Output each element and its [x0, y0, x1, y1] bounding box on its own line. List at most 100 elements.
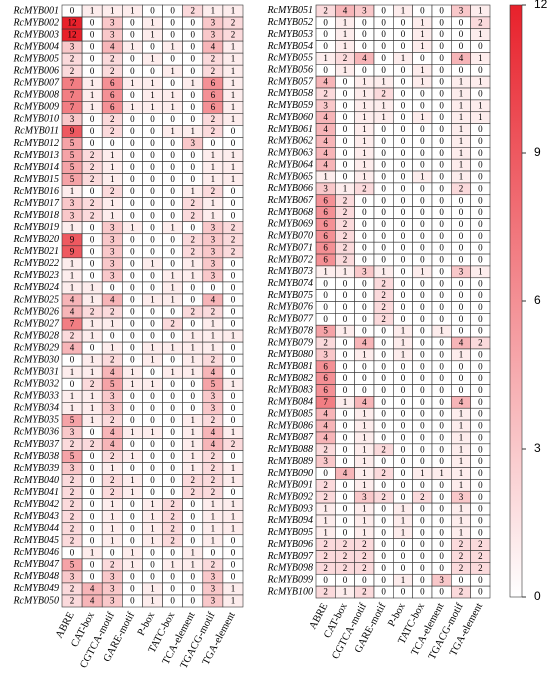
row-label: RcMYB087 [266, 432, 314, 443]
cell-value: 0 [130, 210, 135, 220]
cell-value: 1 [130, 559, 135, 569]
cell-value: 0 [231, 535, 236, 545]
cell-value: 4 [323, 148, 328, 158]
cell-value: 0 [459, 373, 464, 383]
cell-value: 2 [110, 307, 115, 317]
cell-value: 4 [323, 77, 328, 87]
cell-value: 1 [150, 30, 155, 40]
row-label: RcMYB018 [12, 210, 59, 221]
cell-value: 1 [420, 468, 425, 478]
cell-value: 1 [362, 409, 367, 419]
cell-value: 3 [70, 571, 75, 581]
cell-value: 3 [70, 42, 75, 52]
row-label: RcMYB095 [266, 527, 313, 538]
cell-value: 0 [343, 338, 348, 348]
cell-value: 2 [211, 307, 216, 317]
cell-value: 2 [343, 219, 348, 229]
cell-value: 0 [170, 475, 175, 485]
cell-value: 1 [459, 527, 464, 537]
cell-value: 0 [70, 547, 75, 557]
cell-value: 0 [150, 162, 155, 172]
cell-value: 0 [150, 475, 155, 485]
cell-value: 0 [401, 266, 406, 276]
cell-value: 1 [231, 331, 236, 341]
cell-value: 1 [459, 504, 464, 514]
cell-value: 0 [439, 527, 444, 537]
cell-value: 1 [170, 343, 175, 353]
cell-value: 0 [70, 379, 75, 389]
cell-value: 2 [190, 246, 195, 256]
cell-value: 0 [130, 415, 135, 425]
cell-value: 9 [70, 126, 75, 136]
cell-value: 1 [362, 421, 367, 431]
row-label: RcMYB100 [266, 586, 313, 597]
cell-value: 1 [170, 102, 175, 112]
cell-value: 1 [343, 183, 348, 193]
cell-value: 0 [362, 195, 367, 205]
cell-value: 1 [70, 222, 75, 232]
row-label: RcMYB021 [12, 246, 59, 257]
cell-value: 0 [439, 112, 444, 122]
cell-value: 4 [90, 596, 95, 606]
cell-value: 0 [381, 160, 386, 170]
row-label: RcMYB071 [266, 242, 313, 253]
cell-value: 1 [110, 174, 115, 184]
cell-value: 0 [439, 219, 444, 229]
cell-value: 0 [420, 480, 425, 490]
cell-value: 1 [459, 480, 464, 490]
cell-value: 1 [478, 77, 483, 87]
cell-value: 0 [478, 314, 483, 324]
cell-value: 0 [401, 112, 406, 122]
cell-value: 0 [130, 246, 135, 256]
cell-value: 1 [459, 468, 464, 478]
cell-value: 3 [110, 571, 115, 581]
cell-value: 4 [323, 160, 328, 170]
cell-value: 2 [90, 174, 95, 184]
colorbar-tick-label: 0 [534, 589, 541, 603]
cell-value: 1 [231, 463, 236, 473]
cell-value: 0 [478, 183, 483, 193]
cell-value: 1 [231, 427, 236, 437]
cell-value: 1 [459, 172, 464, 182]
cell-value: 2 [343, 243, 348, 253]
cell-value: 0 [150, 415, 155, 425]
cell-value: 0 [190, 535, 195, 545]
cell-value: 0 [420, 160, 425, 170]
cell-value: 7 [70, 78, 75, 88]
cell-value: 0 [150, 451, 155, 461]
cell-value: 0 [362, 314, 367, 324]
cell-value: 0 [381, 5, 386, 15]
cell-value: 1 [323, 266, 328, 276]
cell-value: 0 [420, 397, 425, 407]
cell-value: 0 [150, 138, 155, 148]
cell-value: 0 [70, 6, 75, 16]
cell-value: 0 [130, 126, 135, 136]
row-label: RcMYB037 [12, 439, 60, 450]
cell-value: 0 [150, 114, 155, 124]
cell-value: 3 [323, 456, 328, 466]
cell-value: 0 [381, 515, 386, 525]
row-label: RcMYB066 [266, 183, 313, 194]
cell-value: 0 [478, 515, 483, 525]
cell-value: 0 [478, 148, 483, 158]
cell-value: 0 [231, 283, 236, 293]
cell-value: 0 [381, 17, 386, 27]
row-label: RcMYB073 [266, 266, 313, 277]
cell-value: 0 [401, 29, 406, 39]
cell-value: 0 [420, 255, 425, 265]
cell-value: 0 [401, 587, 406, 597]
row-label: RcMYB046 [12, 547, 59, 558]
cell-value: 4 [323, 124, 328, 134]
cell-value: 1 [211, 511, 216, 521]
row-label: RcMYB099 [266, 575, 313, 586]
row-label: RcMYB043 [12, 511, 59, 522]
cell-value: 0 [401, 432, 406, 442]
cell-value: 0 [170, 6, 175, 16]
cell-value: 0 [150, 559, 155, 569]
cell-value: 1 [231, 42, 236, 52]
cell-value: 0 [323, 314, 328, 324]
cell-value: 0 [401, 65, 406, 75]
row-label: RcMYB019 [12, 222, 59, 233]
cell-value: 1 [459, 444, 464, 454]
cell-value: 2 [381, 492, 386, 502]
